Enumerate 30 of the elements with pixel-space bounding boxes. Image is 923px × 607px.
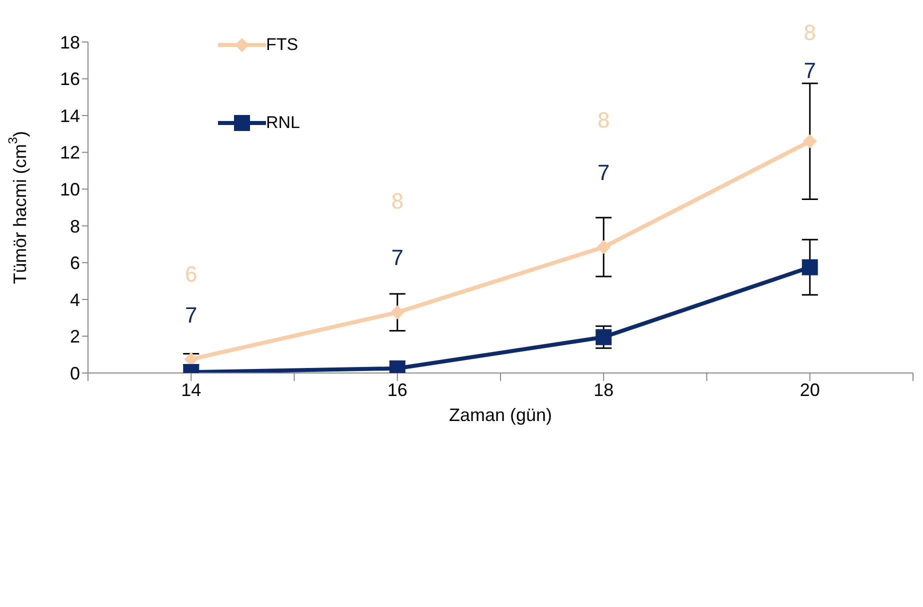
point (390, 305, 404, 320)
annotation: 6 (185, 262, 198, 287)
annotation: 7 (804, 58, 816, 83)
y-tick-label: 4 (70, 290, 80, 310)
annotation: 7 (185, 302, 198, 328)
x-tick-label: 14 (181, 380, 202, 400)
annotation: 8 (391, 188, 404, 214)
y-tick-label: 16 (60, 69, 80, 90)
y-tick-label: 8 (70, 216, 80, 236)
point (802, 259, 818, 276)
y-tick-label: 2 (70, 326, 80, 347)
x-tick-label: 18 (594, 380, 614, 400)
annotation: 8 (804, 20, 816, 45)
point (802, 134, 817, 148)
point (596, 329, 612, 346)
y-tick-label: 18 (60, 32, 80, 52)
legend-label: FTS (266, 35, 298, 55)
y-tick-label: 12 (60, 142, 80, 163)
legend-label: RNL (266, 113, 300, 133)
y-tick-label: 6 (70, 253, 80, 274)
y-tick-label: 10 (60, 180, 80, 200)
annotation: 8 (598, 108, 610, 133)
annotation: 7 (598, 160, 610, 186)
y-tick-label: 0 (70, 363, 80, 384)
point (596, 240, 611, 254)
x-tick-label: 16 (387, 380, 408, 400)
annotation: 7 (391, 244, 404, 270)
x-tick-label: 20 (800, 380, 820, 400)
x-axis-title: Zaman (gün) (448, 405, 552, 425)
y-tick-label: 14 (60, 106, 80, 126)
